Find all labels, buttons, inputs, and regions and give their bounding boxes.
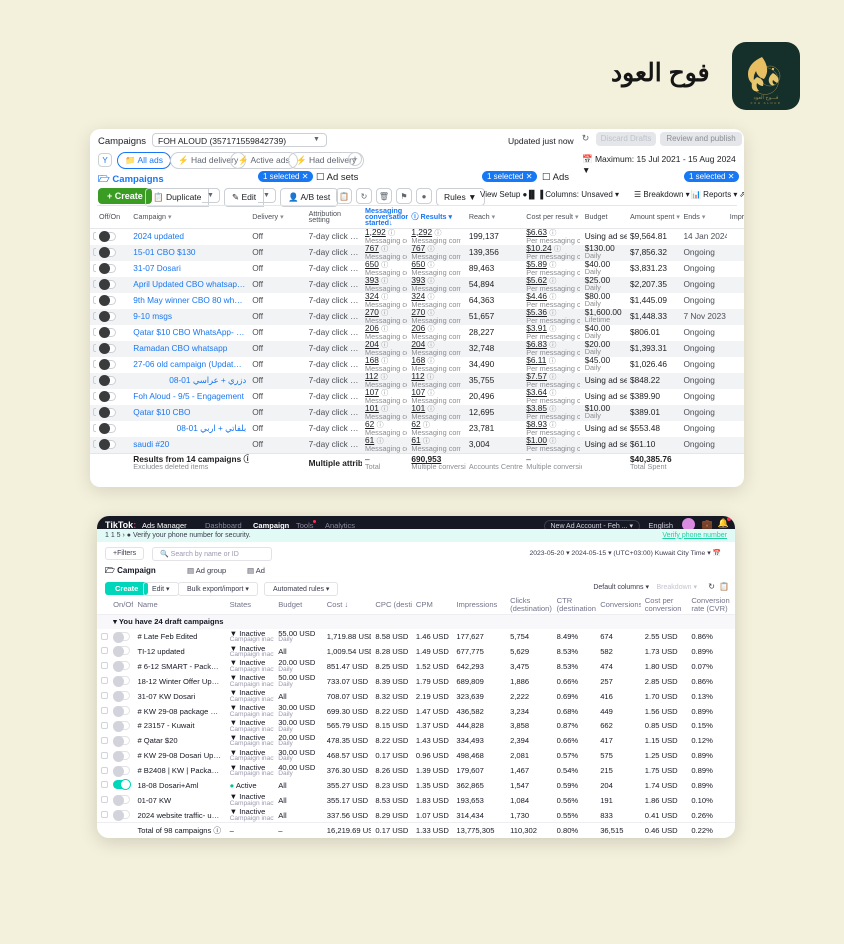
svg-text:FOH ALOUD: FOH ALOUD xyxy=(751,101,782,105)
